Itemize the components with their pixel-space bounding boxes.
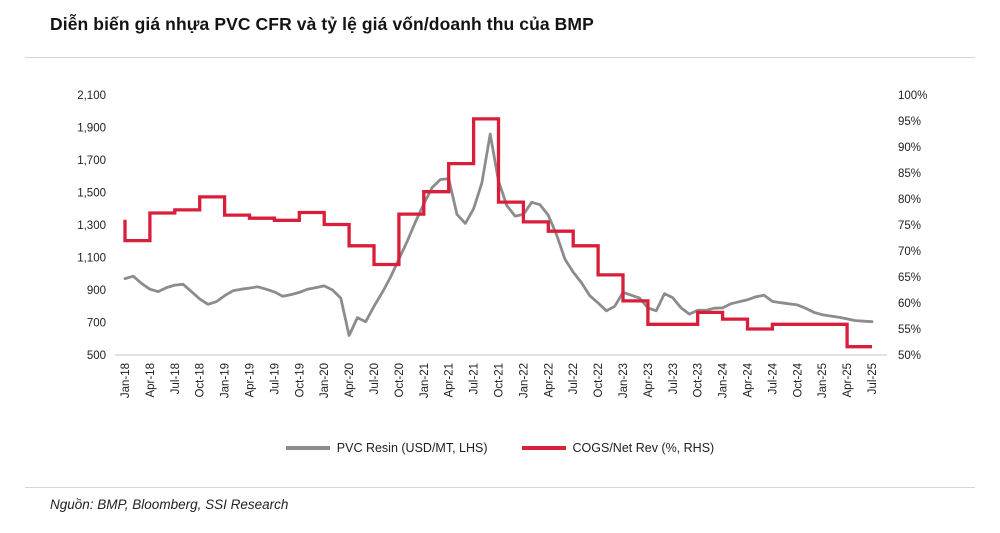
axis-tick-label: Oct-20 [394,363,406,398]
axis-tick-label: 700 [87,318,106,330]
axis-tick-label: 1,500 [77,188,106,200]
axis-tick-label: 1,900 [77,123,106,135]
axis-tick-label: Jan-25 [817,363,829,398]
axis-tick-label: Apr-25 [842,363,854,398]
axis-tick-label: Apr-21 [444,363,456,398]
left-axis: 2,100 1,900 1,700 1,500 1,300 1,100 900 700 500 [77,90,106,362]
axis-tick-label: Jul-19 [269,363,281,394]
axis-tick-label: Jul-21 [469,363,481,394]
x-axis: Jan-18 Apr-18 Jul-18 Oct-18 Jan-19 Apr-19 Jul-… [120,362,879,398]
axis-tick-label: Jan-20 [319,363,331,398]
axis-tick-label: Jan-22 [518,363,530,398]
axis-tick-label: 75% [898,220,921,232]
axis-tick-label: Oct-21 [494,363,506,398]
source-note: Nguồn: BMP, Bloomberg, SSI Research [50,497,289,512]
axis-tick-label: Apr-24 [743,362,755,397]
axis-tick-label: 1,700 [77,155,106,167]
axis-tick-label: Apr-19 [245,363,257,398]
axis-tick-label: 70% [898,246,921,258]
axis-tick-label: Oct-19 [294,363,306,398]
axis-tick-label: 1,300 [77,220,106,232]
legend-label-cogs: COGS/Net Rev (%, RHS) [572,441,715,455]
axis-tick-label: 95% [898,116,921,128]
axis-tick-label: Jan-23 [618,363,630,398]
axis-tick-label: 60% [898,298,921,310]
axis-tick-label: 50% [898,350,921,362]
axis-tick-label: 500 [87,350,106,362]
legend-label-pvc-resin: PVC Resin (USD/MT, LHS) [336,441,488,455]
axis-tick-label: 85% [898,168,921,180]
right-axis: 100% 95% 90% 85% 80% 75% 70% 65% 60% 55% 50% [898,90,927,362]
cogs-netrev-line [123,117,872,349]
axis-tick-label: 100% [898,90,927,102]
axis-tick-label: 65% [898,272,921,284]
axis-tick-label: Jan-21 [419,363,431,398]
axis-tick-label: 55% [898,324,921,336]
legend-item-cogs: COGS/Net Rev (%, RHS) [521,441,715,455]
chart-canvas: 2,1001,9001,7001,5001,3001,100900700500 … [77,90,927,398]
axis-tick-label: Oct-18 [195,363,207,398]
axis-tick-label: Apr-20 [344,363,356,398]
axis-tick-label: Jan-19 [220,363,232,398]
footer-divider [25,487,975,488]
axis-tick-label: 2,100 [77,90,106,102]
axis-tick-label: Jul-24 [767,362,779,394]
axis-tick-label: Jul-22 [568,363,580,394]
axis-tick-label: Jul-20 [369,363,381,394]
axis-tick-label: 80% [898,194,921,206]
axis-tick-label: 1,100 [77,253,106,265]
cogs-netrev-line-swatch [521,446,566,450]
axis-tick-label: 900 [87,285,106,297]
axis-tick-label: Apr-18 [145,363,157,398]
chart-title: Diễn biến giá nhựa PVC CFR và tỷ lệ giá … [50,14,594,34]
axis-tick-label: 90% [898,142,921,154]
axis-tick-label: Apr-22 [543,363,555,398]
axis-tick-label: Jul-25 [867,363,879,394]
axis-tick-label: Jan-24 [718,362,730,398]
title-divider [25,57,975,58]
legend: PVC Resin (USD/MT, LHS) COGS/Net Rev (%,… [0,436,1000,460]
axis-tick-label: Jul-18 [170,363,182,394]
axis-tick-label: Oct-23 [693,363,705,398]
axis-tick-label: Oct-24 [792,362,804,397]
axis-tick-label: Jul-23 [668,363,680,394]
axis-tick-label: Apr-23 [643,363,655,398]
legend-item-pvc-resin: PVC Resin (USD/MT, LHS) [285,441,488,455]
axis-tick-label: Oct-22 [593,363,605,398]
axis-tick-label: Jan-18 [120,363,132,398]
pvc-resin-line-swatch [285,446,330,450]
